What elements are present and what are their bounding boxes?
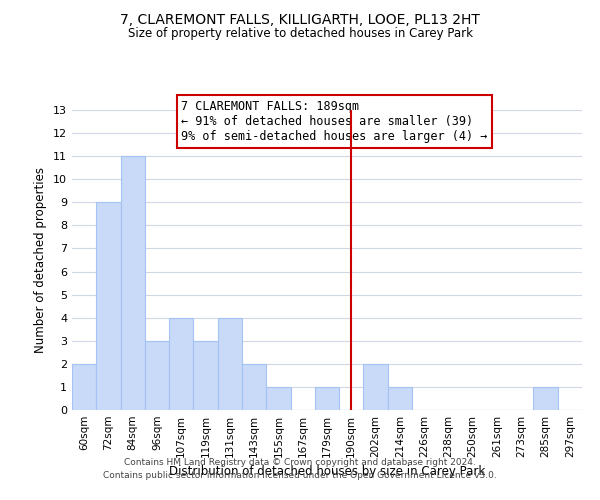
- Bar: [388, 387, 412, 410]
- Y-axis label: Number of detached properties: Number of detached properties: [34, 167, 47, 353]
- Bar: [533, 387, 558, 410]
- Bar: [169, 318, 193, 410]
- Bar: [121, 156, 145, 410]
- Text: 7, CLAREMONT FALLS, KILLIGARTH, LOOE, PL13 2HT: 7, CLAREMONT FALLS, KILLIGARTH, LOOE, PL…: [120, 12, 480, 26]
- Bar: [364, 364, 388, 410]
- Text: Contains HM Land Registry data © Crown copyright and database right 2024.
Contai: Contains HM Land Registry data © Crown c…: [103, 458, 497, 480]
- Bar: [96, 202, 121, 410]
- Bar: [218, 318, 242, 410]
- Bar: [72, 364, 96, 410]
- Bar: [242, 364, 266, 410]
- Text: 7 CLAREMONT FALLS: 189sqm
← 91% of detached houses are smaller (39)
9% of semi-d: 7 CLAREMONT FALLS: 189sqm ← 91% of detac…: [181, 100, 488, 143]
- Bar: [315, 387, 339, 410]
- Bar: [266, 387, 290, 410]
- Bar: [193, 341, 218, 410]
- X-axis label: Distribution of detached houses by size in Carey Park: Distribution of detached houses by size …: [169, 466, 485, 478]
- Text: Size of property relative to detached houses in Carey Park: Size of property relative to detached ho…: [128, 28, 473, 40]
- Bar: [145, 341, 169, 410]
